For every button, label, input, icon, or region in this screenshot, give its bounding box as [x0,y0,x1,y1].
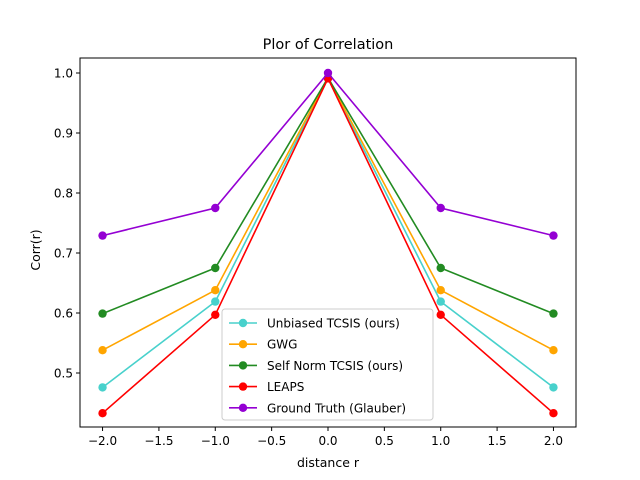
x-tick-label: 2.0 [544,434,563,448]
data-point [436,310,445,319]
y-tick-label: 0.5 [54,367,73,381]
data-point [549,231,558,240]
x-tick-label: 0.0 [318,434,337,448]
legend-marker [238,382,248,391]
data-point [549,309,558,318]
data-point [98,383,107,392]
legend: Unbiased TCSIS (ours) GWG Self Norm TCSIS … [221,308,434,421]
series-5 [98,68,558,240]
data-point [211,310,220,319]
data-point [549,409,558,418]
data-point [211,286,220,295]
legend-item: GWG [229,338,297,352]
data-point [211,203,220,213]
legend-marker [238,361,248,370]
data-point [98,346,107,355]
x-tick-label: 1.0 [431,434,450,448]
y-tick-label: 0.7 [54,247,73,261]
legend-label: Ground Truth (Glauber) [267,401,406,415]
y-tick-label: 1.0 [54,67,73,81]
data-point [98,231,107,240]
data-point [436,203,445,213]
legend-label: GWG [267,338,297,352]
y-axis-label: Corr(r) [28,229,43,270]
legend-label: Self Norm TCSIS (ours) [267,359,403,373]
data-point [436,286,445,295]
data-point [211,297,220,306]
legend-box [221,308,434,421]
x-tick-label: −1.5 [144,434,173,448]
y-axis-ticks: 0.5 0.6 0.7 0.8 0.9 1.0 [54,67,80,381]
y-tick-label: 0.6 [54,307,73,321]
y-tick-label: 0.9 [54,127,73,141]
data-point [436,263,445,273]
chart-title: Plor of Correlation [263,37,394,53]
data-point [436,297,445,306]
legend-label: LEAPS [267,380,304,394]
legend-label: Unbiased TCSIS (ours) [267,317,400,331]
legend-marker [238,403,248,412]
x-axis-label: distance r [297,455,360,470]
legend-item: LEAPS [229,380,304,394]
y-tick-label: 0.8 [54,187,73,201]
x-tick-label: 1.5 [488,434,507,448]
data-point [98,309,107,318]
legend-marker [238,318,248,328]
data-point [549,383,558,392]
series-4 [98,74,558,418]
legend-item: Ground Truth (Glauber) [229,401,406,415]
data-point [323,68,333,78]
x-tick-label: −0.5 [257,434,286,448]
x-tick-label: 0.5 [375,434,394,448]
x-tick-label: −2.0 [88,434,117,448]
legend-item: Self Norm TCSIS (ours) [229,359,403,373]
legend-item: Unbiased TCSIS (ours) [229,317,400,331]
plot-frame [79,57,577,428]
legend-marker [238,340,248,349]
series-layer [98,68,558,418]
x-axis-ticks: −2.0 −1.5 −1.0 −0.5 0.0 0.5 1.0 1.5 2.0 [88,427,563,448]
x-tick-label: −1.0 [201,434,230,448]
data-point [98,409,107,418]
data-point [211,263,220,273]
data-point [549,346,558,355]
